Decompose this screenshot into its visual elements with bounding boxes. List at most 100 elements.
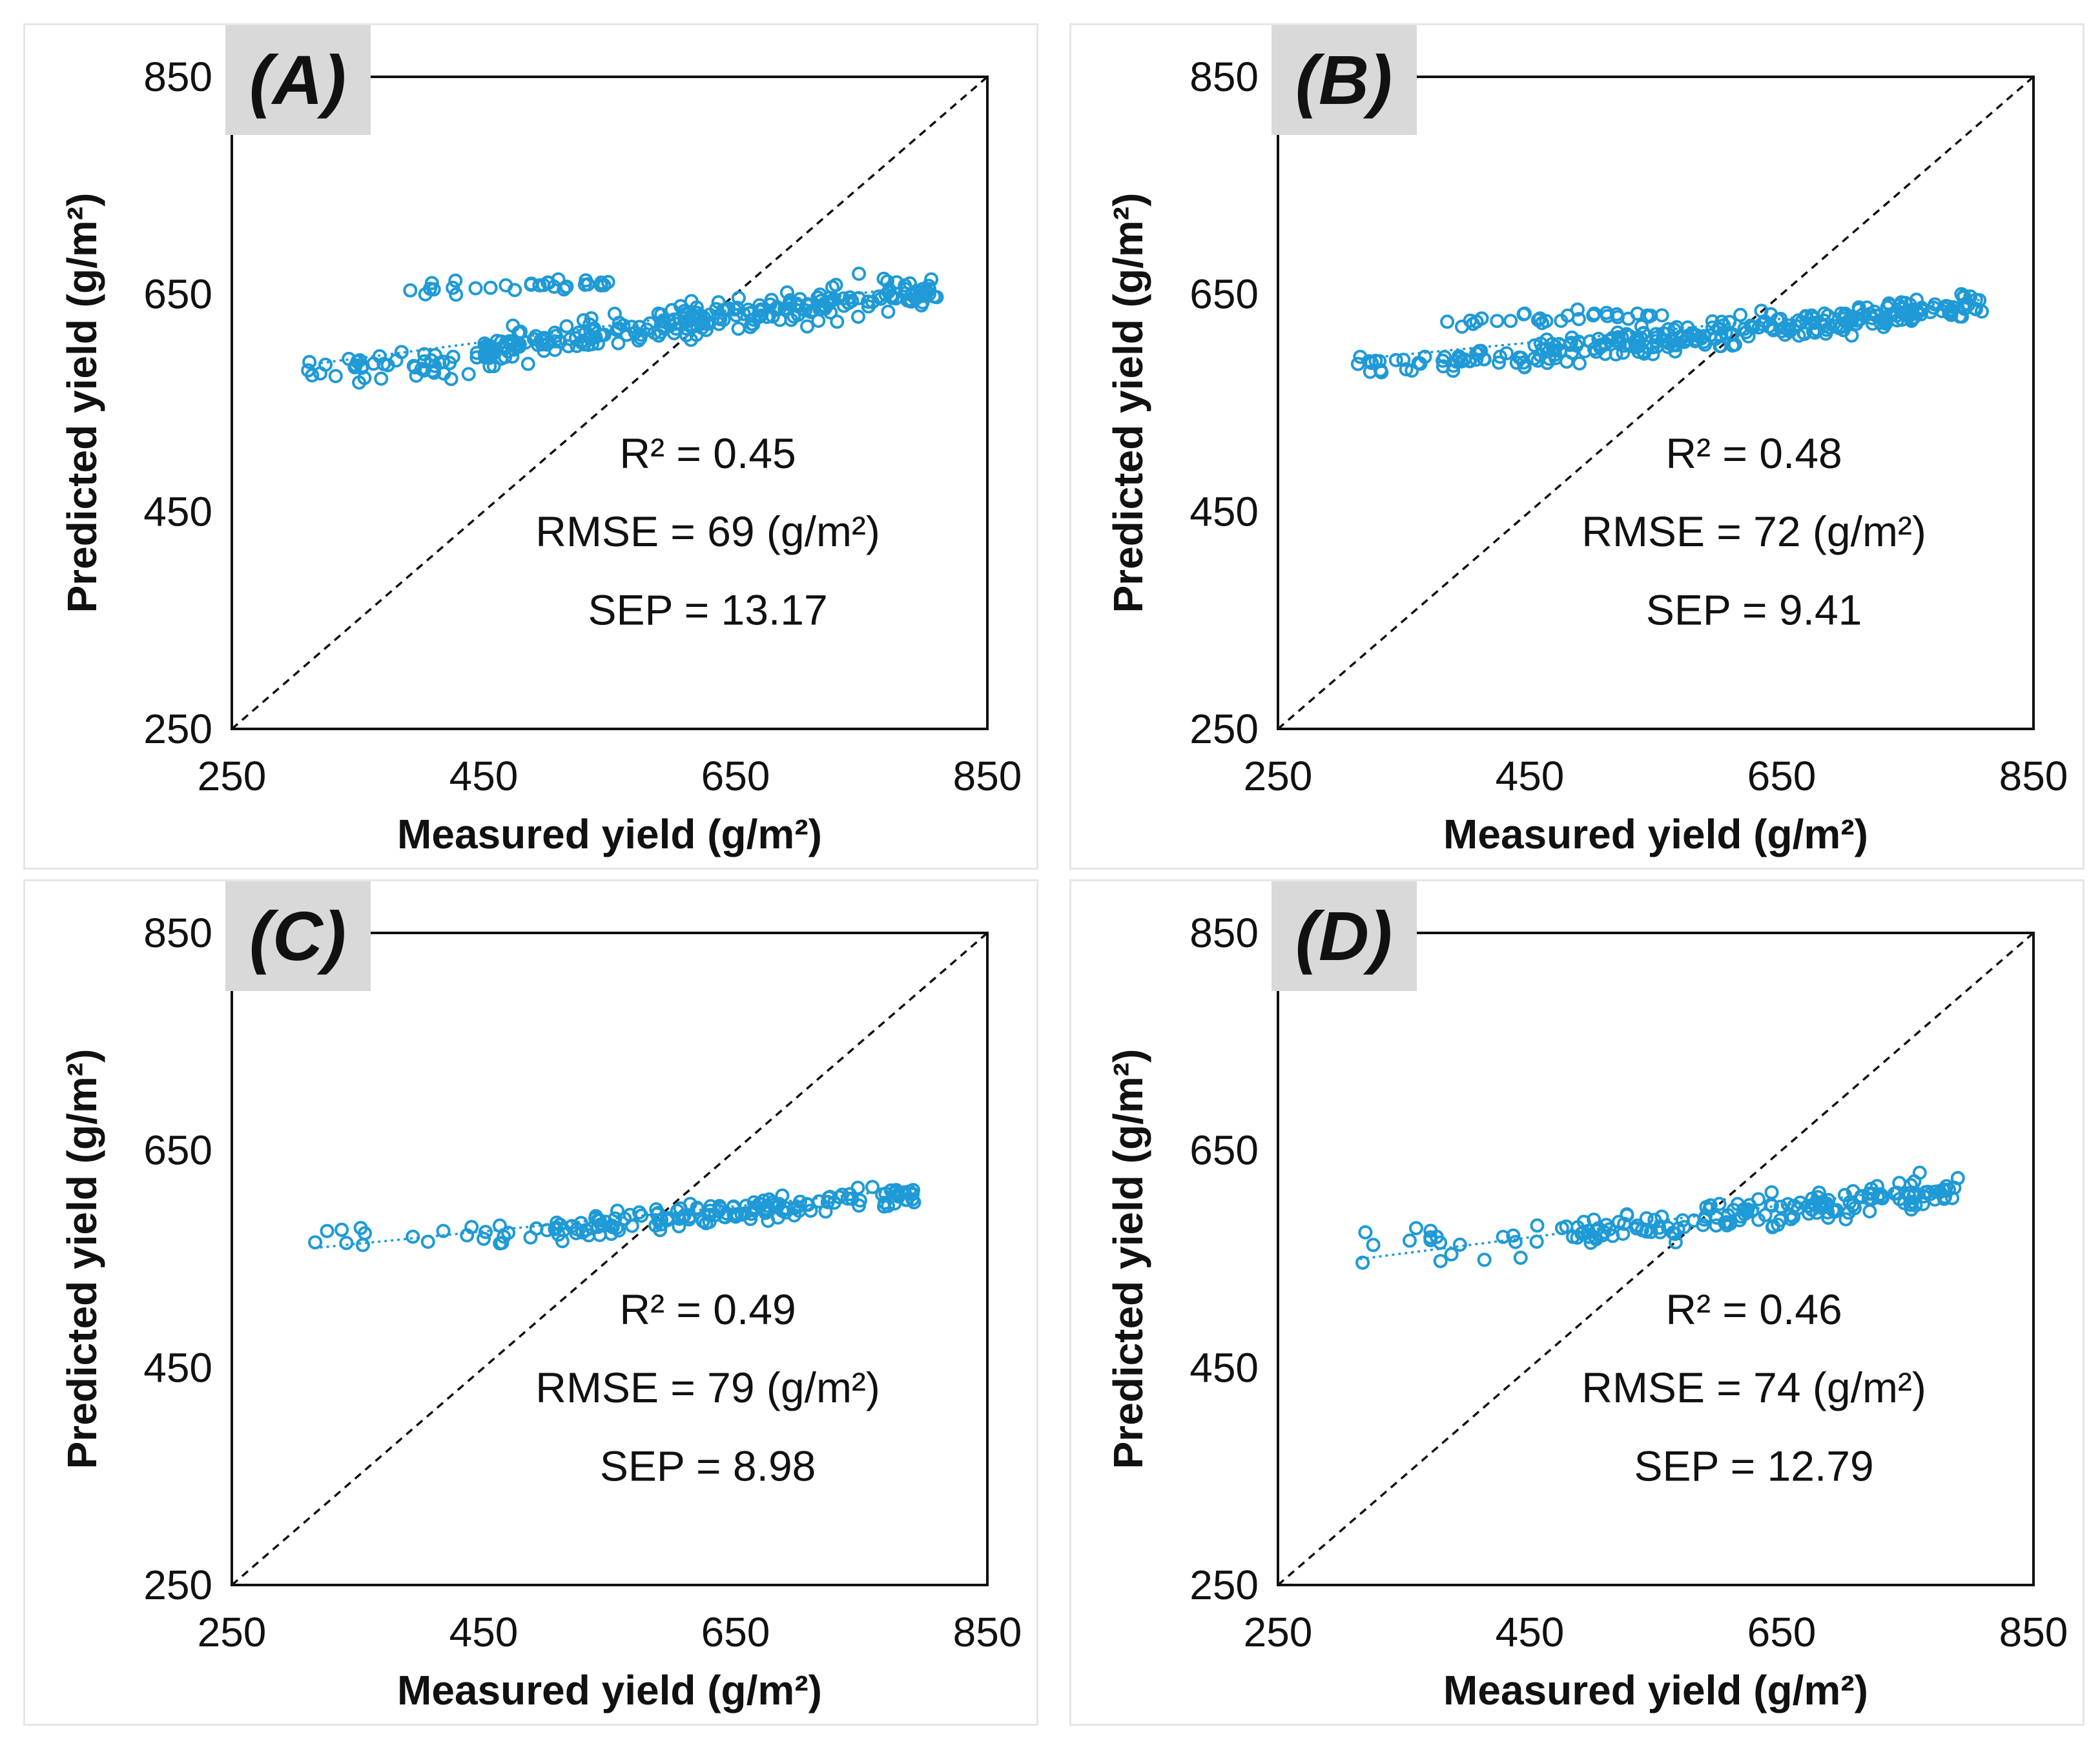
scatter-point	[1917, 1189, 1931, 1203]
scatter-point	[492, 1218, 507, 1233]
scatter-point	[1656, 326, 1671, 341]
scatter-point	[1954, 287, 1969, 302]
y-axis-title: Predicted yield (g/m²)	[59, 1049, 105, 1469]
x-tick-label: 850	[953, 753, 1022, 799]
plot-frame	[231, 932, 989, 1586]
stat-r2: R² = 0.46	[1665, 1285, 1842, 1333]
scatter-point	[775, 1188, 790, 1203]
scatter-point	[1654, 308, 1669, 323]
scatter-point	[830, 314, 845, 329]
scatter-point	[302, 354, 317, 369]
scatter-point	[865, 1180, 880, 1194]
scatter-point	[682, 314, 697, 329]
scatter-point	[1469, 353, 1484, 367]
scatter-point	[669, 322, 683, 336]
scatter-point	[1444, 1247, 1459, 1262]
scatter-point	[436, 1223, 451, 1238]
scatter-point	[1388, 353, 1403, 367]
scatter-point	[1842, 1195, 1857, 1210]
stat-rmse: RMSE = 69 (g/m²)	[535, 507, 880, 555]
scatter-point	[759, 309, 774, 324]
scatter-point	[358, 1226, 372, 1241]
scatter-point	[1530, 353, 1545, 368]
scatter-point	[829, 278, 843, 292]
scatter-point	[709, 302, 724, 316]
stat-rmse: RMSE = 74 (g/m²)	[1581, 1364, 1926, 1411]
y-tick-label: 650	[143, 271, 212, 318]
scatter-point	[1705, 320, 1720, 335]
scatter-point	[1854, 1190, 1869, 1205]
one-to-one-line	[231, 76, 989, 730]
scatter-point	[1844, 328, 1859, 343]
scatter-point	[501, 1225, 516, 1240]
scatter-point	[801, 1198, 816, 1212]
scatter-point	[1454, 354, 1469, 369]
scatter-point	[444, 372, 458, 386]
y-tick-label: 650	[1189, 271, 1259, 318]
scatter-point	[1819, 322, 1834, 337]
scatter-point	[703, 1199, 718, 1214]
x-tick-label: 650	[1747, 1609, 1817, 1655]
panel-label: (B)	[1295, 41, 1392, 119]
scatter-point	[1598, 336, 1612, 351]
scatter-point	[1569, 338, 1584, 353]
x-axis-title: Measured yield (g/m²)	[397, 1667, 822, 1713]
scatter-point	[683, 1196, 697, 1211]
scatter-point	[1945, 1191, 1960, 1205]
scatter-point	[1433, 1254, 1448, 1269]
scatter-point	[1647, 1212, 1662, 1227]
scatter-point	[1499, 346, 1514, 361]
scatter-point	[1440, 314, 1455, 329]
chart-c: 250 450 650 850 250 450 650 850 Measured yield (…	[59, 881, 1022, 1713]
scatter-point	[469, 345, 484, 360]
scatter-point	[1967, 301, 1982, 316]
scatter-point	[689, 300, 704, 315]
scatter-point	[818, 1204, 833, 1219]
scatter-point	[885, 291, 900, 305]
scatter-point	[900, 1192, 914, 1207]
trendline	[307, 282, 938, 366]
scatter-point	[548, 325, 562, 340]
scatter-point	[376, 356, 391, 371]
scatter-point	[746, 1203, 761, 1218]
scatter-point	[1517, 360, 1532, 374]
y-tick-label: 650	[1189, 1127, 1259, 1174]
scatter-point	[557, 282, 571, 297]
scatter-point	[1906, 1189, 1921, 1203]
y-tick-label: 650	[143, 1127, 212, 1174]
scatter-point	[878, 1186, 893, 1201]
scatter-point	[1600, 309, 1615, 323]
scatter-point	[555, 1234, 570, 1249]
scatter-point	[1720, 1215, 1735, 1230]
scatter-point	[1358, 1225, 1373, 1240]
x-tick-label: 250	[198, 1609, 267, 1655]
scatter-point	[559, 319, 574, 334]
scatter-point	[779, 1201, 794, 1216]
scatter-point	[1773, 1212, 1787, 1227]
chart-b: 250 450 650 850 250 450 650 850 Measured yield (…	[1105, 25, 2068, 857]
y-tick-label: 450	[143, 1344, 212, 1391]
scatter-point	[1751, 1192, 1765, 1207]
plot-frame	[231, 76, 989, 730]
panel-b: 250 450 650 850 250 450 650 850 Measured yield (…	[1069, 23, 2085, 870]
scatter-point	[699, 1216, 714, 1231]
scatter-point	[524, 276, 539, 291]
trendline	[313, 1187, 918, 1249]
scatter-point	[1455, 320, 1469, 334]
scatter-point	[597, 278, 612, 292]
scatter-point	[460, 1228, 475, 1243]
scatter-point	[1928, 1184, 1943, 1199]
scatter-point	[446, 280, 460, 295]
scatter-point	[320, 1223, 335, 1238]
scatter-point	[617, 1211, 632, 1226]
scatter-point	[1649, 330, 1663, 345]
scatter-point	[328, 369, 343, 384]
scatter-point	[1560, 308, 1575, 323]
scatter-point	[1616, 1227, 1631, 1241]
scatter-point	[339, 1236, 354, 1251]
scatter-point	[1754, 303, 1769, 318]
scatter-point	[1366, 1238, 1381, 1253]
scatter-point	[1877, 320, 1891, 334]
scatter-point	[1806, 324, 1820, 339]
scatter-point	[881, 304, 896, 319]
